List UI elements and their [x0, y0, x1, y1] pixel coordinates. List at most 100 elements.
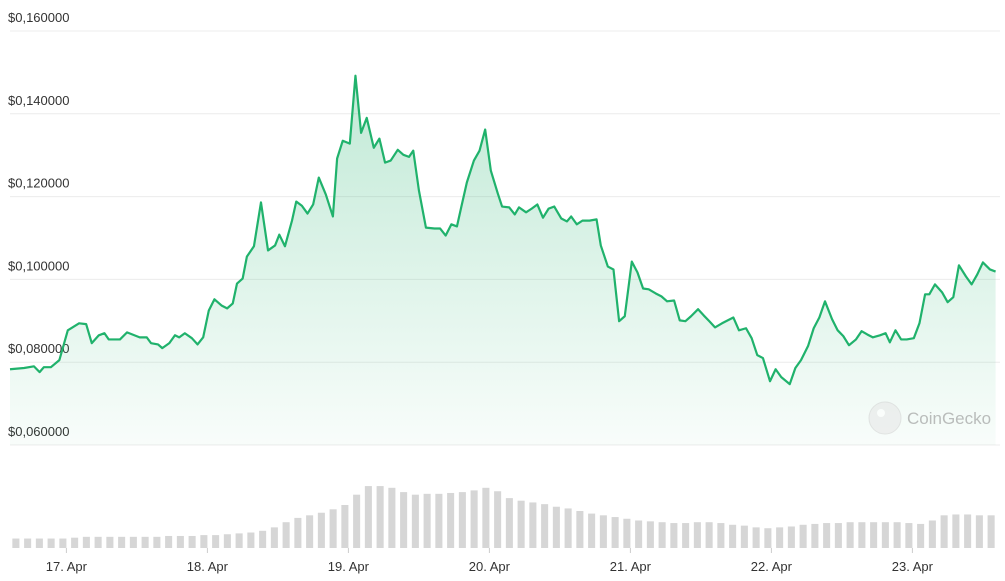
volume-bar	[494, 491, 502, 548]
volume-bar	[611, 517, 619, 548]
volume-bar	[623, 518, 631, 548]
volume-bar	[505, 498, 513, 548]
volume-bar	[188, 535, 196, 548]
volume-bar	[235, 533, 243, 548]
volume-bar	[576, 511, 584, 548]
volume-bar	[552, 506, 560, 548]
volume-bar	[717, 523, 725, 548]
volume-bar	[71, 537, 79, 548]
volume-bar	[635, 520, 643, 548]
volume-bar	[317, 512, 325, 548]
volume-bar	[423, 493, 431, 548]
x-tick-label: 19. Apr	[328, 559, 370, 574]
volume-bar	[94, 536, 102, 548]
volume-bar	[928, 520, 936, 548]
volume-bar	[388, 487, 396, 548]
volume-bar	[35, 538, 43, 548]
y-tick-label: $0,120000	[8, 176, 69, 191]
volume-bar	[118, 536, 126, 548]
x-tick-label: 22. Apr	[751, 559, 793, 574]
volume-bar	[846, 522, 854, 548]
volume-bar	[259, 530, 267, 548]
volume-bar	[411, 494, 419, 548]
volume-bar	[129, 536, 137, 548]
volume-bar	[165, 535, 173, 548]
volume-bar	[917, 523, 925, 548]
volume-bar	[893, 522, 901, 548]
x-tick-label: 17. Apr	[46, 559, 88, 574]
volume-bar	[12, 538, 20, 548]
volume-bar	[729, 524, 737, 548]
volume-bar	[447, 492, 455, 548]
watermark-logo-eye	[877, 409, 885, 417]
volume-bar	[364, 486, 372, 548]
price-area	[10, 75, 996, 446]
volume-bar	[940, 515, 948, 548]
volume-bar	[482, 487, 490, 548]
volume-bar	[858, 522, 866, 548]
volume-bar	[223, 534, 231, 548]
volume-bar	[353, 494, 361, 548]
volume-bar	[47, 538, 55, 548]
y-tick-label: $0,160000	[8, 10, 69, 25]
y-tick-label: $0,140000	[8, 93, 69, 108]
volume-bar	[141, 536, 149, 548]
volume-bar	[176, 535, 184, 548]
volume-bar	[329, 509, 337, 548]
volume-bar	[59, 538, 67, 548]
volume-bar	[987, 515, 995, 548]
y-tick-label: $0,100000	[8, 258, 69, 273]
volume-bar	[212, 535, 220, 548]
volume-bar	[881, 522, 889, 548]
volume-bar	[964, 514, 972, 548]
volume-bar	[458, 492, 466, 548]
y-tick-label: $0,080000	[8, 341, 69, 356]
volume-bar	[599, 515, 607, 548]
volume-bar	[376, 486, 384, 548]
volume-bar	[787, 526, 795, 548]
watermark-text: CoinGecko	[907, 409, 991, 428]
volume-bar	[740, 525, 748, 548]
volume-bar	[658, 522, 666, 548]
volume-bar	[811, 523, 819, 548]
volume-bar	[646, 521, 654, 548]
volume-bar	[153, 536, 161, 548]
volume-bar	[752, 527, 760, 548]
volume-bar	[823, 523, 831, 548]
volume-bar	[764, 528, 772, 548]
volume-bar	[834, 523, 842, 548]
volume-bar	[564, 508, 572, 548]
volume-bar	[529, 502, 537, 548]
volume-bar	[400, 492, 408, 548]
volume-bar	[306, 515, 314, 548]
price-line	[9, 74, 996, 386]
volume-bar	[693, 522, 701, 548]
volume-bar	[776, 527, 784, 548]
volume-bar	[247, 532, 255, 548]
volume-bar	[588, 513, 596, 548]
volume-bar	[282, 522, 290, 548]
volume-bar	[541, 504, 549, 548]
volume-bar	[975, 515, 983, 548]
volume-bar	[870, 522, 878, 548]
volume-bar	[341, 505, 349, 548]
volume-bar	[905, 523, 913, 548]
volume-bar	[705, 522, 713, 548]
volume-bar	[200, 535, 208, 548]
volume-bar	[517, 500, 525, 548]
watermark: CoinGecko	[868, 401, 991, 435]
x-tick-label: 18. Apr	[187, 559, 229, 574]
x-tick-label: 23. Apr	[892, 559, 934, 574]
volume-bar	[106, 536, 114, 548]
volume-bar	[670, 523, 678, 548]
volume-bar	[952, 514, 960, 548]
watermark-logo	[868, 401, 902, 435]
volume-bar	[82, 536, 90, 548]
volume-bar	[435, 493, 443, 548]
volume-bar	[682, 523, 690, 548]
volume-bar	[270, 527, 278, 548]
volume-bar	[799, 524, 807, 548]
x-tick-label: 20. Apr	[469, 559, 511, 574]
